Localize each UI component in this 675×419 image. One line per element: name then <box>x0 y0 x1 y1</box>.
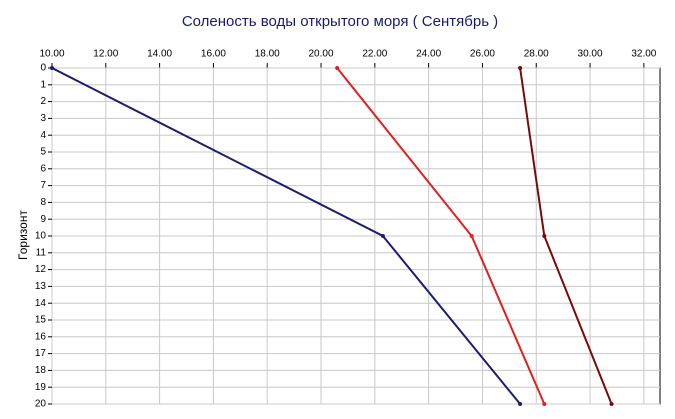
x-tick-label: 22.00 <box>362 49 387 60</box>
x-tick-label: 12.00 <box>93 49 118 60</box>
y-tick-label: 12 <box>35 264 47 275</box>
y-tick-label: 2 <box>40 96 46 107</box>
y-tick-label: 10 <box>35 231 47 242</box>
y-tick-label: 11 <box>36 247 47 258</box>
y-tick-label: 19 <box>35 382 47 393</box>
x-tick-label: 16.00 <box>201 49 226 60</box>
chart-title: Соленость воды открытого моря ( Сентябрь… <box>182 13 498 30</box>
x-tick-label: 26.00 <box>470 49 495 60</box>
y-tick-label: 7 <box>40 180 46 191</box>
point <box>380 234 385 238</box>
x-tick-label: 18.00 <box>255 49 280 60</box>
y-tick-label: 16 <box>35 331 47 342</box>
point <box>542 402 547 406</box>
y-tick-label: 14 <box>35 298 47 309</box>
y-tick-label: 9 <box>40 214 46 225</box>
y-tick-label: 4 <box>40 130 46 141</box>
y-tick-label: 5 <box>40 147 46 158</box>
point <box>335 66 340 70</box>
y-tick-label: 6 <box>40 163 46 174</box>
point <box>469 234 474 238</box>
y-tick-label: 13 <box>35 281 47 292</box>
y-tick-label: 0 <box>40 63 46 74</box>
y-tick-label: 1 <box>40 79 46 90</box>
point <box>518 66 523 70</box>
y-tick-label: 3 <box>40 113 46 124</box>
point <box>609 402 614 406</box>
x-tick-label: 30.00 <box>578 49 603 60</box>
y-tick-label: 20 <box>35 399 47 410</box>
y-tick-label: 18 <box>35 365 47 376</box>
x-tick-label: 14.00 <box>147 49 172 60</box>
x-tick-label: 20.00 <box>309 49 334 60</box>
point <box>50 66 54 70</box>
x-tick-label: 24.00 <box>416 49 441 60</box>
x-tick-label: 32.00 <box>631 49 656 60</box>
point <box>518 402 523 406</box>
point <box>542 234 547 238</box>
y-tick-label: 17 <box>35 348 47 359</box>
x-tick-label: 10.00 <box>39 49 64 60</box>
y-tick-label: 15 <box>35 315 47 326</box>
y-tick-label: 8 <box>40 197 46 208</box>
y-axis-label: Горизонт <box>16 210 30 260</box>
x-tick-label: 28.00 <box>524 49 549 60</box>
